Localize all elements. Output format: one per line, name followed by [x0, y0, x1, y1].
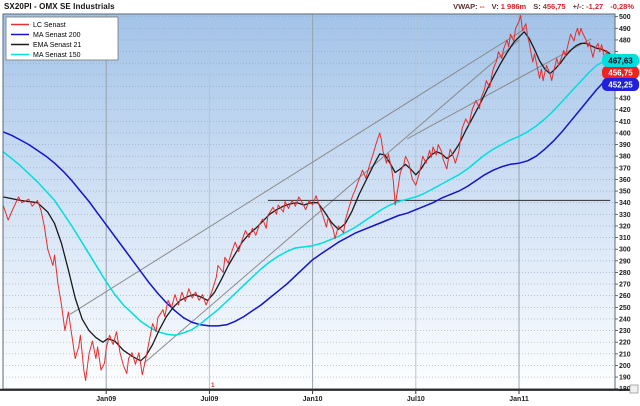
price-flag-lc-senast: [602, 66, 639, 79]
legend-label: MA Senast 200: [33, 32, 81, 39]
x-axis-label: Jul10: [407, 396, 425, 403]
y-axis-label: 480: [619, 37, 631, 44]
y-axis-label: 290: [619, 258, 631, 265]
y-axis-label: 220: [619, 340, 631, 347]
y-axis-label: 500: [619, 14, 631, 21]
y-axis-label: 430: [619, 96, 631, 103]
y-axis-label: 410: [619, 119, 631, 126]
y-axis-label: 210: [619, 351, 631, 358]
y-axis-label: 180: [619, 386, 631, 393]
legend-label: LC Senast: [33, 22, 66, 29]
y-axis-label: 280: [619, 270, 631, 277]
legend-label: MA Senast 150: [33, 52, 81, 59]
y-axis-label: 250: [619, 305, 631, 312]
y-axis-label: 230: [619, 328, 631, 335]
vwap-readout: VWAP: -- V: 1 986m S: 456,75 +/-: -1,27 -0,28%: [453, 2, 640, 11]
y-axis-label: 300: [619, 247, 631, 254]
y-axis-label: 370: [619, 165, 631, 172]
vwap-item: V: 1 986m: [491, 2, 527, 11]
titlebar: SX20PI - OMX SE Industrials VWAP: -- V: 1 9…: [0, 0, 640, 13]
y-axis-label: 400: [619, 130, 631, 137]
x-axis-label: Jul09: [200, 396, 218, 403]
y-axis-label: 350: [619, 189, 631, 196]
y-axis-label: 240: [619, 316, 631, 323]
x-axis-label: Jan11: [509, 396, 529, 403]
vwap-item: +/-: -1,27: [572, 2, 604, 11]
series-line-lc-senast: [2, 15, 613, 382]
y-axis-label: 340: [619, 200, 631, 207]
x-axis-label: Jan09: [96, 396, 116, 403]
y-axis-label: 310: [619, 235, 631, 242]
trendline: [406, 38, 592, 140]
price-flag-value: 452,25: [608, 81, 633, 90]
trendline: [143, 39, 520, 364]
x-axis-label: Jan10: [303, 396, 323, 403]
y-axis-label: 330: [619, 212, 631, 219]
y-axis-label: 390: [619, 142, 631, 149]
series-line-ma-senast-200: [2, 75, 613, 327]
event-marker: 1: [211, 382, 215, 389]
y-axis-label: 360: [619, 177, 631, 184]
y-axis-label: 190: [619, 375, 631, 382]
legend-label: EMA Senast 21: [33, 42, 81, 49]
series-line-ema-senast-21: [2, 31, 611, 362]
axis-corner-handle: [629, 384, 639, 394]
y-axis-label: 260: [619, 293, 631, 300]
y-axis-label: 320: [619, 223, 631, 230]
trendline: [69, 27, 527, 315]
series-line-ma-senast-150: [2, 58, 613, 336]
y-axis-label: 270: [619, 282, 631, 289]
price-flag-value: 467,63: [608, 57, 633, 66]
vwap-item: VWAP: --: [453, 2, 485, 11]
price-flag-ma-senast-150: [602, 54, 639, 67]
y-axis-label: 490: [619, 26, 631, 33]
y-axis-label: 380: [619, 154, 631, 161]
vwap-item: -0,28%: [610, 2, 634, 11]
y-axis-label: 200: [619, 363, 631, 370]
price-flag-value: 456,75: [608, 69, 633, 78]
chart-canvas: 5004904804404304204104003903803703603503…: [0, 13, 639, 403]
y-axis-label: 420: [619, 107, 631, 114]
vwap-item: S: 456,75: [533, 2, 566, 11]
chart-title: SX20PI - OMX SE Industrials: [4, 2, 115, 11]
price-flag-ma-senast-200: [602, 78, 639, 91]
